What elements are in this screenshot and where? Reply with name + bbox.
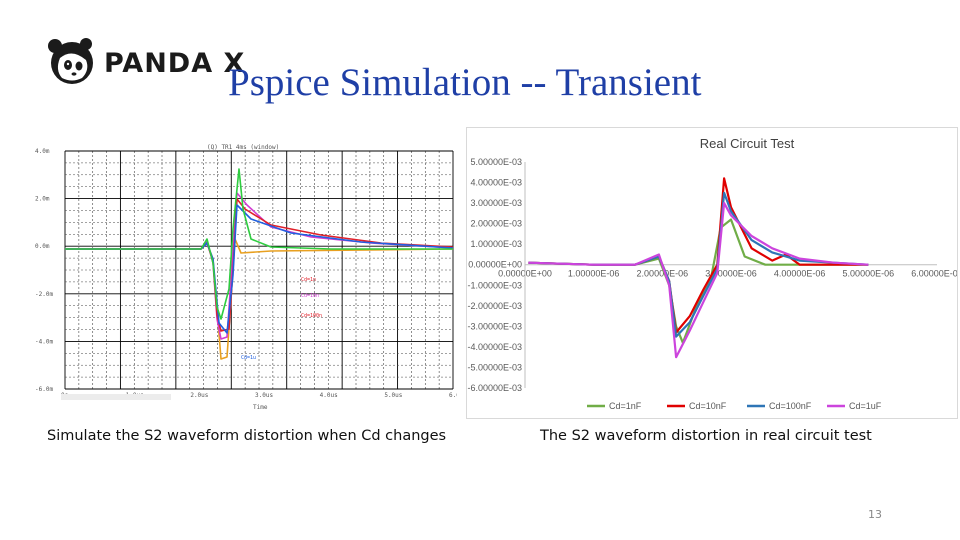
y-tick-label: -5.00000E-03: [467, 362, 522, 372]
pspice-simulation-plot: (Q) TR1 4ms (window) 4.0m 2.0m 0.0m -2.0m -4…: [31, 131, 457, 414]
x-tick-label: 1.00000E-06: [568, 269, 620, 279]
pspice-y-tick: 4.0m: [35, 148, 50, 155]
chart-x-ticks: 0.00000E+00 1.00000E-06 2.00000E-06 3.00000…: [498, 269, 958, 279]
x-tick-label: 6.00000E-06: [911, 269, 958, 279]
y-tick-label: 4.00000E-03: [470, 178, 522, 188]
logo-wordmark: PANDA X: [104, 48, 246, 79]
pspice-wave-3: [65, 204, 454, 334]
pspice-x-tick: 3.0us: [255, 392, 273, 399]
pspice-label-1: Cd=1n: [301, 277, 316, 283]
series-line-3: [528, 202, 869, 359]
pspice-y-ticks: 4.0m 2.0m 0.0m -2.0m -4.0m -6.0m: [35, 148, 53, 393]
legend-entry-0: Cd=1nF: [609, 401, 642, 411]
pspice-waveforms: [65, 168, 454, 360]
x-tick-label: 5.00000E-06: [843, 269, 895, 279]
y-tick-label: 3.00000E-03: [470, 198, 522, 208]
y-tick-label: -2.00000E-03: [467, 301, 522, 311]
x-tick-label: 4.00000E-06: [774, 269, 826, 279]
pspice-wave-4: [65, 168, 453, 320]
series-line-0: [528, 218, 869, 344]
legend-entry-2: Cd=100nF: [769, 401, 812, 411]
pspice-y-tick: -2.0m: [35, 291, 53, 298]
pspice-x-tick: 5.0us: [384, 392, 402, 399]
legend-entry-1: Cd=10nF: [689, 401, 727, 411]
pspice-x-tick: 6.0us: [449, 392, 457, 399]
legend-entry-3: Cd=1uF: [849, 401, 882, 411]
pspice-y-tick: -6.0m: [35, 386, 53, 393]
pspice-legend-strip: [61, 394, 171, 400]
real-circuit-chart-canvas: Real Circuit Test 5.00000E-03 4.00000E-03…: [467, 136, 958, 411]
pspice-x-tick: 2.0us: [190, 392, 208, 399]
y-tick-label: 1.00000E-03: [470, 239, 522, 249]
y-tick-label: -1.00000E-03: [467, 280, 522, 290]
pspice-grid: [64, 150, 454, 390]
panda-x-logo: PANDA X: [46, 36, 244, 92]
x-tick-label: 3.00000E-06: [705, 269, 757, 279]
caption-simulation: Simulate the S2 waveform distortion when…: [47, 428, 447, 444]
slide-title: Pspice Simulation -- Transient: [228, 61, 702, 104]
chart-title: Real Circuit Test: [700, 136, 795, 151]
chart-y-ticks: 5.00000E-03 4.00000E-03 3.00000E-03 2.00000…: [467, 157, 522, 393]
y-tick-label: -3.00000E-03: [467, 321, 522, 331]
pspice-label-3: Cd=100n: [301, 313, 322, 319]
chart-legend: Cd=1nF Cd=10nF Cd=100nF Cd=1uF: [587, 401, 882, 411]
y-tick-label: 0.00000E+00: [468, 260, 522, 270]
pspice-y-tick: -4.0m: [35, 338, 53, 345]
chart-series: [528, 177, 869, 359]
y-tick-label: 5.00000E-03: [470, 157, 522, 167]
pspice-x-label: Time: [253, 404, 268, 411]
panda-icon: [48, 38, 93, 84]
x-tick-label: 2.00000E-06: [637, 269, 689, 279]
y-tick-label: 2.00000E-03: [470, 219, 522, 229]
pspice-x-tick: 4.0us: [320, 392, 338, 399]
caption-real-test: The S2 waveform distortion in real circu…: [540, 428, 872, 444]
real-circuit-test-chart: Real Circuit Test 5.00000E-03 4.00000E-03…: [466, 127, 958, 419]
pspice-panel-title: (Q) TR1 4ms (window): [207, 144, 279, 151]
pspice-label-4: Cd=1u: [241, 355, 256, 361]
series-line-1: [528, 177, 869, 334]
y-tick-label: -6.00000E-03: [467, 383, 522, 393]
pspice-y-tick: 0.0m: [35, 243, 50, 250]
pspice-label-2: Cd=10n: [301, 293, 319, 299]
pspice-y-tick: 2.0m: [35, 196, 50, 203]
y-tick-label: -4.00000E-03: [467, 342, 522, 352]
page-number: 13: [868, 508, 882, 521]
pspice-plot-canvas: (Q) TR1 4ms (window) 4.0m 2.0m 0.0m -2.0m -4…: [31, 131, 457, 414]
